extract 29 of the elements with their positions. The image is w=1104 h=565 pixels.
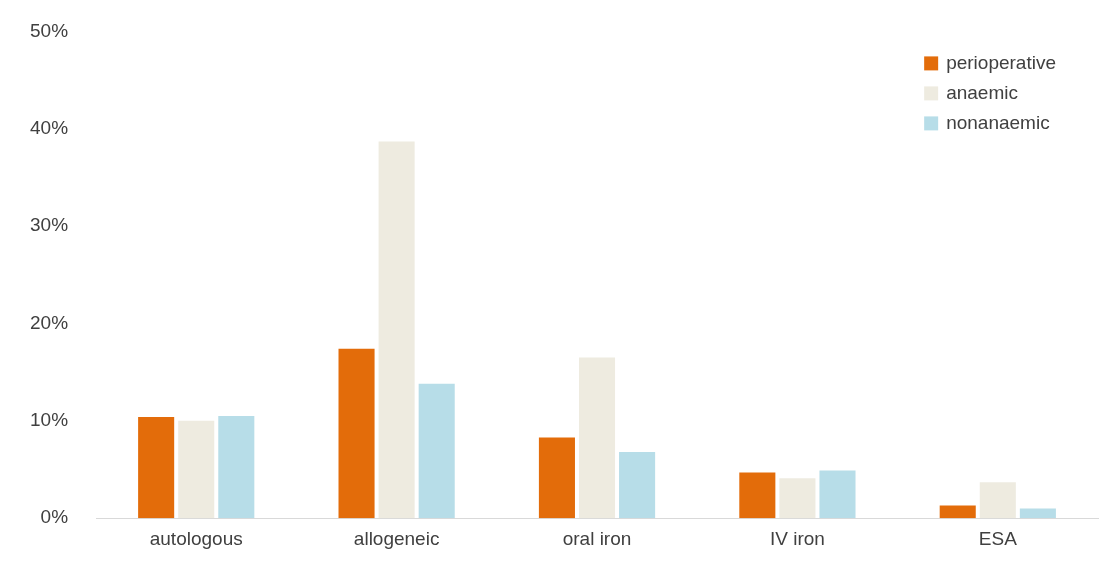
y-tick-label: 40% <box>30 116 69 138</box>
legend-label: perioperative <box>946 51 1056 73</box>
x-tick-label: allogeneic <box>353 527 440 549</box>
bar <box>178 420 215 519</box>
bar <box>779 478 816 519</box>
bar <box>418 383 455 519</box>
y-tick-label: 30% <box>30 214 69 236</box>
bar <box>819 470 856 519</box>
x-tick-label: ESA <box>978 527 1018 549</box>
y-tick-label: 0% <box>40 506 69 528</box>
bar <box>218 415 255 519</box>
x-tick-label: oral iron <box>562 527 632 549</box>
bar <box>1019 508 1056 519</box>
legend-label: anaemic <box>946 81 1018 103</box>
bar <box>378 141 415 519</box>
bar <box>338 348 375 519</box>
legend-label: nonanaemic <box>946 111 1050 133</box>
x-tick-label: IV iron <box>769 527 825 549</box>
bar <box>739 472 776 519</box>
y-tick-label: 50% <box>30 19 69 41</box>
y-tick-label: 10% <box>30 409 69 431</box>
bar <box>619 452 656 519</box>
bar <box>138 416 175 519</box>
x-tick-label: autologous <box>149 527 243 549</box>
bar <box>939 505 976 519</box>
bar <box>979 482 1016 519</box>
y-tick-label: 20% <box>30 311 69 333</box>
bar <box>538 437 575 519</box>
bar <box>578 357 616 519</box>
